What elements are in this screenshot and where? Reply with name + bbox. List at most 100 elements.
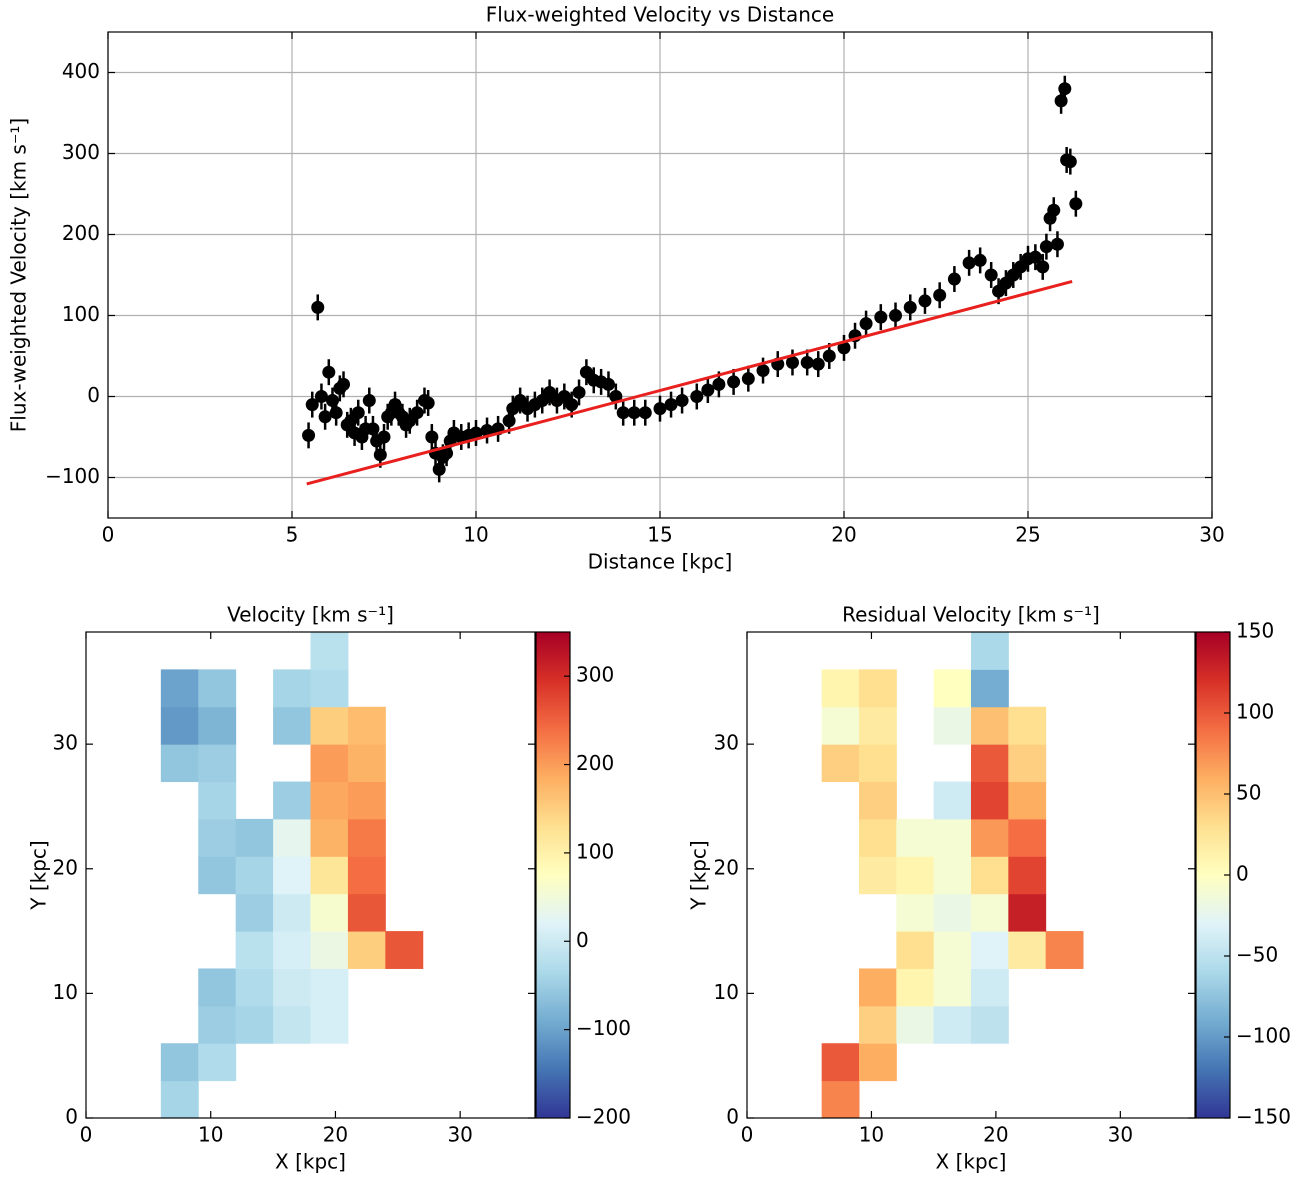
data-point bbox=[377, 430, 391, 444]
map-cell bbox=[160, 706, 199, 745]
data-point bbox=[305, 398, 319, 412]
data-point bbox=[362, 394, 376, 408]
y-tick-label: 30 bbox=[53, 731, 78, 755]
x-tick-label: 5 bbox=[286, 523, 299, 547]
x-axis-label: Distance [kpc] bbox=[588, 550, 733, 574]
map-cell bbox=[347, 818, 386, 857]
x-tick-label: 0 bbox=[741, 1123, 754, 1147]
data-point bbox=[421, 396, 435, 410]
x-tick-label: 25 bbox=[1015, 523, 1040, 547]
map-cell bbox=[310, 632, 349, 670]
colorbar-tick-label: −150 bbox=[1236, 1105, 1291, 1129]
y-tick-label: 100 bbox=[62, 302, 100, 326]
data-point bbox=[318, 410, 332, 424]
map-cell bbox=[821, 669, 860, 708]
map-cell bbox=[273, 706, 311, 745]
x-tick-label: 10 bbox=[859, 1123, 884, 1147]
colorbar-tick-label: −100 bbox=[1236, 1024, 1291, 1048]
data-point bbox=[329, 406, 343, 420]
data-point bbox=[653, 402, 667, 416]
colorbar-tick-label: 300 bbox=[576, 663, 614, 687]
map-cell bbox=[310, 781, 349, 820]
map-cell bbox=[198, 669, 237, 708]
map-cell bbox=[273, 931, 311, 969]
data-point bbox=[565, 398, 579, 412]
map-cell bbox=[821, 1080, 860, 1119]
map-cell bbox=[971, 1005, 1009, 1044]
map-cell bbox=[235, 968, 274, 1007]
plot-frame bbox=[746, 631, 1196, 1119]
x-tick-label: 0 bbox=[80, 1123, 93, 1147]
x-tick-label: 20 bbox=[983, 1123, 1008, 1147]
map-cell bbox=[896, 1005, 935, 1044]
data-point bbox=[756, 364, 770, 378]
colorbar-tick-label: −50 bbox=[1236, 943, 1278, 967]
data-point bbox=[1063, 155, 1077, 169]
data-point bbox=[373, 448, 387, 462]
map-cell bbox=[971, 744, 1009, 783]
map-cell bbox=[933, 1005, 972, 1044]
map-cell bbox=[273, 856, 311, 895]
map-cell bbox=[235, 818, 274, 857]
map-cell bbox=[1008, 856, 1047, 895]
data-point bbox=[785, 355, 799, 369]
map-cell bbox=[310, 818, 349, 857]
data-point bbox=[609, 390, 623, 403]
y-tick-label: 200 bbox=[62, 221, 100, 245]
data-point bbox=[311, 300, 325, 314]
map-cell bbox=[347, 744, 386, 783]
x-tick-label: 0 bbox=[102, 523, 115, 547]
map-cell bbox=[971, 632, 1009, 670]
map-cell bbox=[160, 1043, 199, 1082]
colorbar-tick-label: −200 bbox=[576, 1105, 631, 1129]
data-point bbox=[601, 377, 615, 391]
data-point bbox=[889, 309, 903, 322]
map-cell bbox=[273, 1005, 311, 1044]
plot-frame bbox=[107, 31, 1213, 519]
chart-title: Velocity [km s⁻¹] bbox=[227, 603, 394, 627]
x-tick-label: 20 bbox=[323, 1123, 348, 1147]
chart-title: Residual Velocity [km s⁻¹] bbox=[842, 603, 1100, 627]
data-point bbox=[973, 253, 987, 267]
data-point bbox=[638, 406, 652, 420]
y-tick-label: 30 bbox=[714, 731, 739, 755]
map-cell bbox=[1008, 818, 1047, 857]
map-cell bbox=[933, 931, 972, 969]
map-cell bbox=[971, 931, 1009, 969]
colorbar-tick-label: 0 bbox=[576, 928, 589, 952]
colorbar-tick-label: 200 bbox=[576, 751, 614, 775]
map-cell bbox=[347, 893, 386, 932]
x-tick-label: 30 bbox=[1108, 1123, 1133, 1147]
y-tick-label: −100 bbox=[45, 464, 100, 488]
map-cell bbox=[198, 1043, 237, 1082]
map-cell bbox=[1008, 744, 1047, 783]
x-axis-label: X [kpc] bbox=[936, 1150, 1007, 1174]
colorbar-tick-label: 100 bbox=[576, 839, 614, 863]
map-cell bbox=[310, 856, 349, 895]
map-cell bbox=[347, 706, 386, 745]
data-point bbox=[1069, 197, 1083, 211]
map-cell bbox=[198, 744, 237, 783]
x-tick-label: 15 bbox=[647, 523, 672, 547]
map-cell bbox=[859, 818, 897, 857]
map-cell bbox=[347, 781, 386, 820]
map-cell bbox=[859, 1005, 897, 1044]
map-cell bbox=[971, 706, 1009, 745]
x-tick-label: 30 bbox=[447, 1123, 472, 1147]
data-point bbox=[727, 375, 741, 389]
map-cell bbox=[235, 893, 274, 932]
map-cell bbox=[971, 968, 1009, 1007]
map-cell bbox=[198, 706, 237, 745]
map-cell bbox=[933, 706, 972, 745]
data-point bbox=[874, 310, 888, 324]
colorbar-tick-label: −100 bbox=[576, 1016, 631, 1040]
data-point bbox=[572, 385, 586, 399]
data-point bbox=[1036, 260, 1050, 274]
y-tick-label: 0 bbox=[65, 1105, 78, 1129]
map-cell bbox=[1008, 931, 1047, 969]
data-point bbox=[627, 406, 641, 420]
map-cell bbox=[235, 1005, 274, 1044]
chart-title: Flux-weighted Velocity vs Distance bbox=[486, 3, 834, 27]
map-cell bbox=[310, 669, 349, 708]
